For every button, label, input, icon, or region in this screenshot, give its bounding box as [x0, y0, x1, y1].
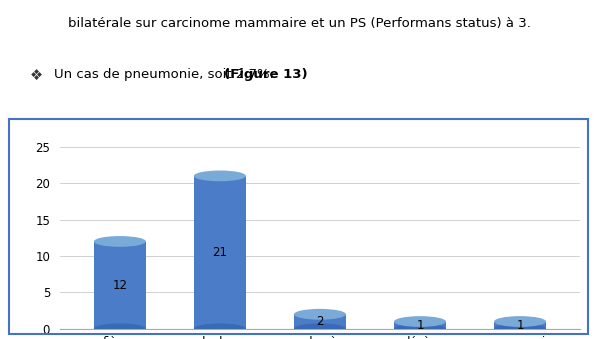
Ellipse shape: [394, 316, 446, 327]
Bar: [294, 314, 346, 329]
Ellipse shape: [194, 323, 246, 334]
Text: Un cas de pneumonie, soit 2,7%.: Un cas de pneumonie, soit 2,7%.: [54, 68, 278, 81]
Ellipse shape: [494, 323, 546, 334]
Text: 1: 1: [416, 319, 424, 333]
Ellipse shape: [94, 323, 146, 334]
Ellipse shape: [294, 309, 346, 320]
Ellipse shape: [494, 316, 546, 327]
Text: bilatérale sur carcinome mammaire et un PS (Performans status) à 3.: bilatérale sur carcinome mammaire et un …: [68, 17, 530, 30]
Text: (Figure 13): (Figure 13): [224, 68, 308, 81]
Bar: [194, 176, 246, 329]
Ellipse shape: [194, 171, 246, 181]
Text: 21: 21: [212, 246, 227, 259]
Text: 12: 12: [112, 279, 127, 292]
Text: 2: 2: [316, 315, 324, 328]
Ellipse shape: [294, 323, 346, 334]
Ellipse shape: [394, 323, 446, 334]
Ellipse shape: [94, 236, 146, 247]
Text: 1: 1: [516, 319, 524, 333]
Bar: [394, 322, 446, 329]
Bar: [94, 241, 146, 329]
Text: ❖: ❖: [30, 68, 48, 83]
Bar: [494, 322, 546, 329]
